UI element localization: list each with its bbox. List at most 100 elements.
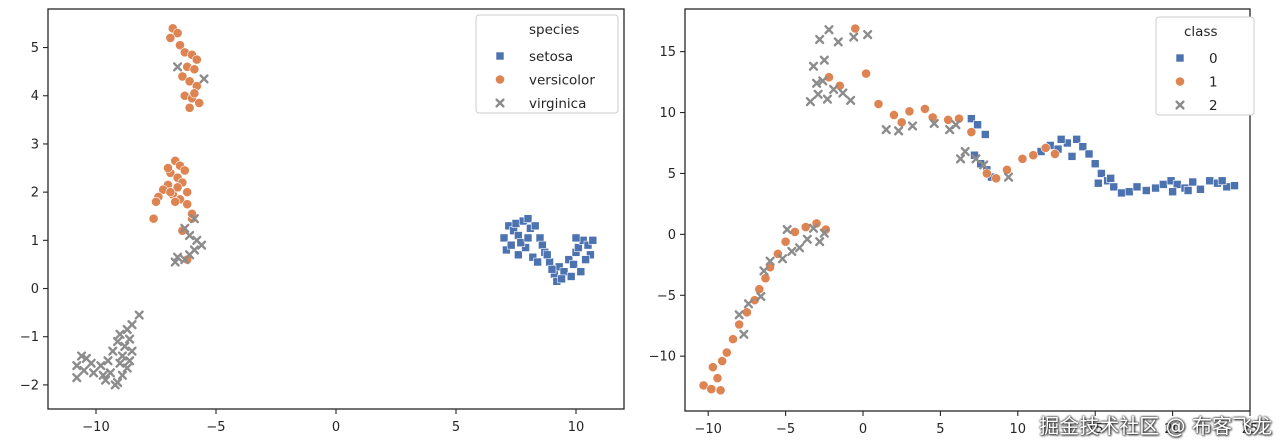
- point-0: [1172, 180, 1182, 189]
- point-1: [889, 110, 899, 120]
- point-2: [833, 37, 843, 47]
- point-2: [756, 291, 766, 302]
- chart-species: −10 −5 0 5 10−2−1012345speciessetosaversicol…: [20, 8, 625, 435]
- point-1: [904, 106, 915, 117]
- point-virginica: [120, 341, 130, 351]
- point-setosa: [571, 233, 581, 243]
- point-versicolor: [163, 163, 173, 173]
- point-virginica: [115, 358, 125, 368]
- point-versicolor: [151, 196, 161, 207]
- point-0: [973, 120, 982, 130]
- point-2: [794, 243, 805, 253]
- point-2: [907, 121, 918, 131]
- point-0: [1078, 142, 1088, 151]
- point-0: [1159, 180, 1168, 189]
- point-1: [715, 385, 726, 396]
- y-tick-label: 5: [668, 167, 676, 182]
- point-setosa: [547, 264, 557, 274]
- y-tick-label: 4: [31, 89, 39, 104]
- x-tick-label: −5: [776, 422, 795, 437]
- legend-marker-1: [1175, 76, 1185, 87]
- point-0: [1217, 176, 1227, 186]
- point-virginica: [173, 62, 183, 72]
- point-0: [1090, 159, 1100, 169]
- legend-label-1: 1: [1209, 75, 1218, 91]
- point-2: [813, 89, 823, 99]
- legend-title: species: [529, 22, 579, 38]
- point-virginica: [134, 310, 144, 320]
- point-setosa: [528, 252, 538, 262]
- point-setosa: [566, 272, 576, 281]
- point-virginica: [173, 252, 183, 262]
- x-tick-label: 0: [332, 420, 340, 435]
- point-2: [739, 329, 749, 339]
- point-virginica: [127, 346, 137, 356]
- point-1: [1050, 149, 1060, 159]
- point-versicolor: [184, 76, 195, 87]
- legend-label-0: 0: [1209, 51, 1218, 67]
- point-0: [1205, 176, 1215, 186]
- point-virginica: [180, 255, 190, 265]
- point-versicolor: [182, 254, 193, 265]
- point-2: [838, 88, 848, 98]
- point-1: [1028, 150, 1039, 161]
- legend-marker-setosa: [495, 51, 505, 61]
- point-virginica: [96, 361, 106, 371]
- point-1: [850, 23, 861, 34]
- point-setosa: [506, 240, 516, 250]
- point-setosa: [583, 240, 593, 250]
- point-setosa: [588, 236, 598, 245]
- point-0: [1188, 177, 1198, 187]
- point-1: [824, 72, 834, 83]
- point-versicolor: [165, 187, 176, 198]
- point-2: [979, 160, 989, 170]
- point-0: [1183, 186, 1193, 195]
- legend-label-versicolor: versicolor: [529, 73, 595, 89]
- point-2: [971, 154, 981, 164]
- point-virginica: [105, 368, 115, 378]
- point-versicolor: [177, 71, 188, 82]
- point-2: [863, 29, 873, 40]
- point-setosa: [530, 221, 540, 231]
- point-1: [920, 103, 930, 114]
- point-setosa: [576, 267, 586, 276]
- point-setosa: [521, 243, 530, 252]
- x-tick-label: −10: [82, 420, 109, 435]
- x-tick-label: 5: [936, 422, 944, 437]
- legend-marker-versicolor: [495, 74, 505, 85]
- point-2: [815, 34, 825, 45]
- point-versicolor: [182, 187, 193, 198]
- legend-label-virginica: virginica: [529, 96, 586, 112]
- y-tick-label: 3: [31, 137, 39, 152]
- point-1: [1040, 142, 1051, 153]
- point-versicolor: [194, 98, 205, 108]
- point-2: [960, 146, 970, 157]
- point-virginica: [113, 336, 123, 347]
- point-2: [811, 78, 822, 88]
- point-versicolor: [187, 208, 197, 219]
- point-setosa: [542, 250, 552, 260]
- point-virginica: [79, 365, 89, 376]
- point-virginica: [117, 370, 127, 380]
- point-0: [1084, 149, 1094, 159]
- point-versicolor: [175, 40, 185, 51]
- point-versicolor: [148, 213, 159, 224]
- y-tick-label: 15: [659, 45, 676, 60]
- point-1: [981, 168, 992, 179]
- x-tick-label: 15: [1087, 422, 1104, 437]
- point-setosa: [514, 231, 523, 240]
- point-2: [881, 125, 891, 135]
- y-tick-label: 0: [668, 228, 676, 243]
- point-setosa: [516, 238, 526, 248]
- legend-box: [1155, 16, 1255, 116]
- point-1: [896, 117, 907, 128]
- point-2: [829, 84, 839, 94]
- point-0: [1117, 188, 1126, 198]
- point-versicolor: [170, 196, 181, 207]
- point-setosa: [535, 233, 545, 243]
- point-setosa: [559, 267, 569, 276]
- y-tick-label: 10: [659, 106, 676, 121]
- point-virginica: [98, 370, 108, 380]
- point-setosa: [523, 214, 533, 223]
